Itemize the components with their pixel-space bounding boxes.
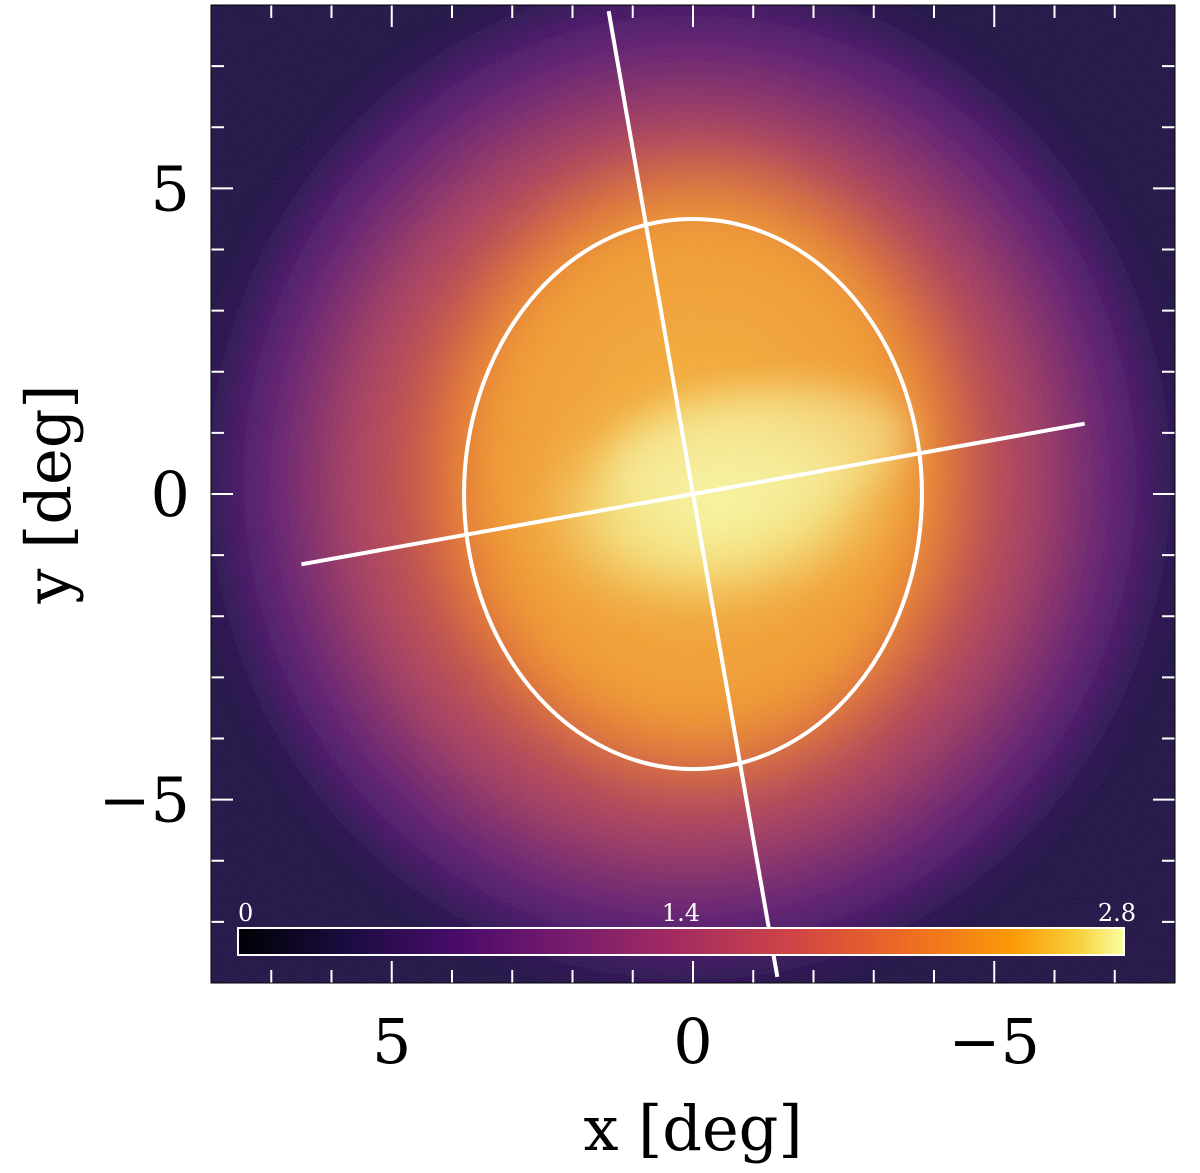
colorbar-tick-label: 2.8 (1098, 899, 1136, 927)
colorbar: 0 1.4 2.8 (237, 899, 1136, 956)
y-tick-label: −5 (99, 764, 190, 837)
colorbar-gradient (237, 927, 1125, 956)
y-tick-label: 0 (151, 458, 190, 531)
x-tick-label: 0 (673, 1005, 712, 1078)
x-tick-label: 5 (372, 1005, 411, 1078)
y-tick-label: 5 (151, 152, 190, 225)
plot-frame (210, 4, 1176, 984)
y-axis-title: y [deg] (12, 384, 85, 604)
x-axis-title: x [deg] (583, 1092, 802, 1165)
axes: 5 0 −5 5 0 −5 x [deg] y [deg] (12, 4, 1176, 1165)
overlay-ellipse (462, 216, 924, 772)
overlay-group (301, 10, 1085, 978)
overlay-minor-axis-line (301, 421, 1085, 567)
colorbar-tick-label: 1.4 (662, 899, 700, 927)
x-tick-label: −5 (949, 1005, 1040, 1078)
colorbar-tick-label: 0 (238, 899, 253, 927)
